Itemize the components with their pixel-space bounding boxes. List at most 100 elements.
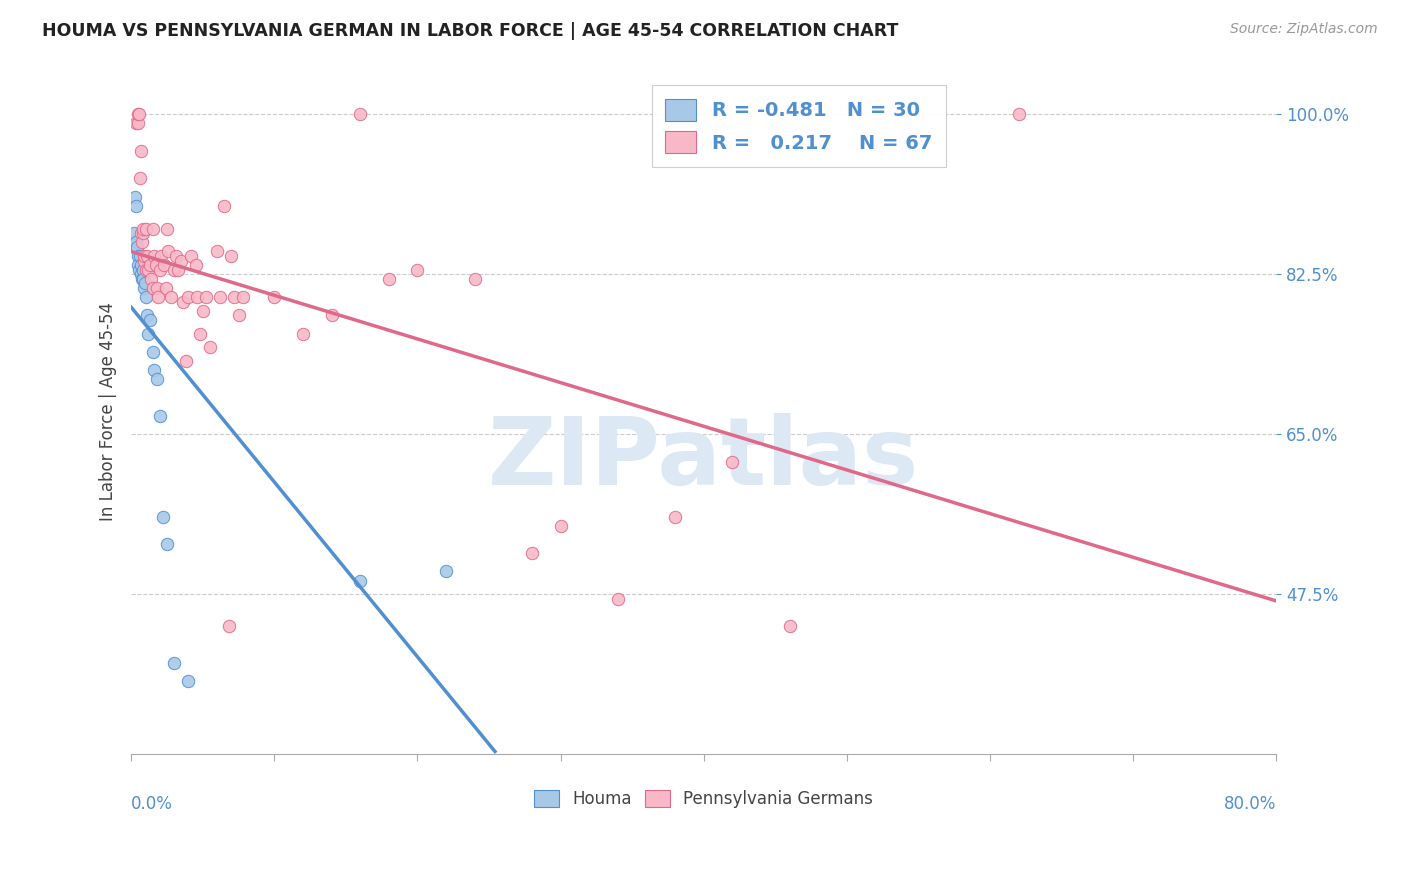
Point [153, 258, 176, 272]
Point [157, 244, 180, 259]
Point [143, 249, 166, 263]
Point [148, 290, 170, 304]
Point [191, 303, 214, 318]
Point [1007, 107, 1029, 121]
Point [174, 354, 197, 368]
Point [136, 249, 159, 263]
Point [208, 290, 231, 304]
Point [134, 281, 156, 295]
Point [464, 272, 486, 286]
Point [125, 240, 148, 254]
Point [221, 249, 243, 263]
Point [127, 258, 149, 272]
Point [263, 290, 285, 304]
Point [125, 116, 148, 130]
Point [406, 262, 429, 277]
Point [180, 249, 202, 263]
Point [198, 340, 221, 354]
Point [434, 565, 457, 579]
Point [349, 107, 371, 121]
Point [132, 221, 155, 235]
Point [134, 249, 156, 263]
Point [128, 262, 150, 277]
Point [124, 189, 146, 203]
Point [163, 262, 186, 277]
Point [146, 372, 169, 386]
Point [145, 258, 167, 272]
Point [138, 262, 160, 277]
Point [177, 674, 200, 689]
Point [779, 619, 801, 633]
Point [132, 272, 155, 286]
Point [142, 345, 165, 359]
Point [156, 221, 179, 235]
Point [165, 249, 187, 263]
Text: HOUMA VS PENNSYLVANIA GERMAN IN LABOR FORCE | AGE 45-54 CORRELATION CHART: HOUMA VS PENNSYLVANIA GERMAN IN LABOR FO… [42, 22, 898, 40]
Point [122, 226, 145, 240]
Point [721, 455, 744, 469]
Point [129, 267, 152, 281]
Point [134, 277, 156, 291]
Point [160, 290, 183, 304]
Point [184, 258, 207, 272]
Point [136, 309, 159, 323]
Y-axis label: In Labor Force | Age 45-54: In Labor Force | Age 45-54 [100, 301, 117, 521]
Point [152, 509, 174, 524]
Point [177, 290, 200, 304]
Point [128, 107, 150, 121]
Point [155, 281, 177, 295]
Point [138, 326, 160, 341]
Point [128, 249, 150, 263]
Point [135, 262, 157, 277]
Point [142, 221, 165, 235]
Point [131, 262, 153, 277]
Point [194, 290, 217, 304]
Point [378, 272, 401, 286]
Legend: Houma, Pennsylvania Germans: Houma, Pennsylvania Germans [527, 783, 880, 814]
Point [170, 253, 193, 268]
Point [129, 258, 152, 272]
Point [135, 221, 157, 235]
Point [205, 244, 228, 259]
Point [228, 309, 250, 323]
Point [186, 290, 208, 304]
Point [291, 326, 314, 341]
Text: ZIPatlas: ZIPatlas [488, 413, 920, 506]
Point [131, 272, 153, 286]
Point [143, 363, 166, 377]
Point [214, 199, 236, 213]
Point [127, 249, 149, 263]
Point [131, 235, 153, 250]
Point [129, 144, 152, 158]
Point [124, 199, 146, 213]
Point [150, 249, 173, 263]
Point [172, 294, 194, 309]
Point [163, 656, 186, 670]
Point [128, 171, 150, 186]
Point [349, 574, 371, 588]
Point [142, 281, 165, 295]
Point [218, 619, 240, 633]
Point [127, 116, 149, 130]
Point [321, 309, 343, 323]
Point [146, 281, 169, 295]
Point [125, 235, 148, 250]
Point [139, 313, 162, 327]
Point [188, 326, 211, 341]
Point [664, 509, 686, 524]
Point [520, 546, 543, 560]
Point [141, 272, 163, 286]
Point [127, 107, 149, 121]
Text: 0.0%: 0.0% [131, 796, 173, 814]
Point [134, 253, 156, 268]
Point [131, 226, 153, 240]
Point [167, 262, 190, 277]
Point [139, 258, 162, 272]
Point [550, 518, 572, 533]
Point [149, 409, 172, 423]
Point [149, 262, 172, 277]
Point [224, 290, 246, 304]
Text: 80.0%: 80.0% [1223, 796, 1277, 814]
Point [156, 537, 179, 551]
Point [129, 226, 152, 240]
